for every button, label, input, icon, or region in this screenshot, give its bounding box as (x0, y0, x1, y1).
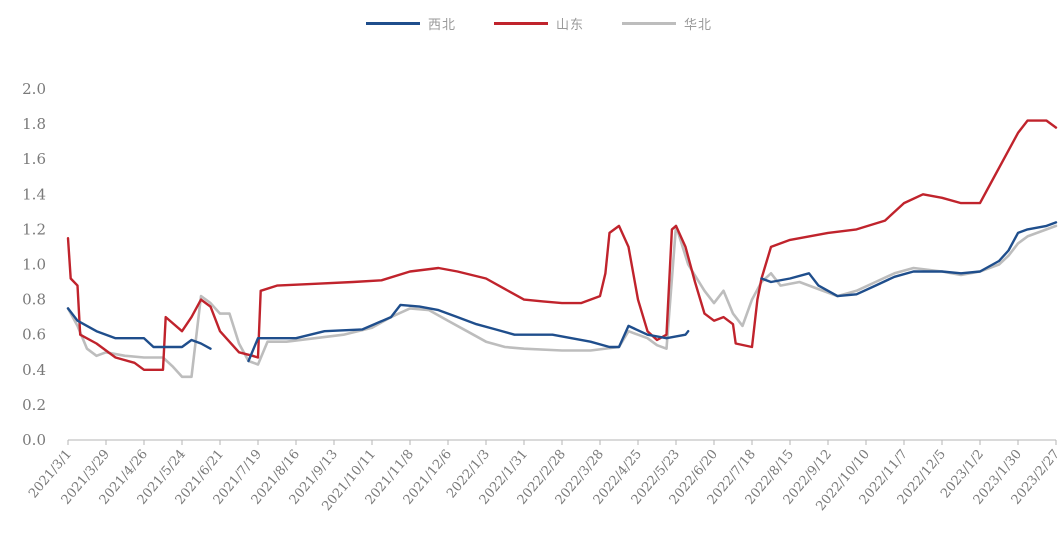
legend-swatch-shandong (494, 21, 548, 25)
y-tick-label: 1.2 (22, 220, 46, 238)
y-tick-label: 1.8 (22, 115, 46, 133)
x-axis: 2021/3/12021/3/292021/4/262021/5/242021/… (26, 439, 1059, 514)
y-tick-label: 2.0 (22, 80, 46, 98)
y-tick-label: 0.8 (22, 291, 46, 309)
series-line-xibei (66, 221, 1058, 363)
series-line-shandong (66, 119, 1058, 371)
y-tick-label: 1.4 (22, 185, 46, 203)
legend-item-xibei: 西北 (366, 8, 456, 38)
y-tick-label: 0.0 (22, 431, 46, 449)
y-tick-label: 0.4 (22, 361, 46, 379)
legend-swatch-huabei (622, 21, 676, 25)
legend-label-shandong: 山东 (556, 17, 585, 33)
y-tick-label: 0.6 (22, 326, 46, 344)
legend-label-huabei: 华北 (684, 17, 713, 33)
legend-label-xibei: 西北 (428, 17, 457, 33)
y-tick-label: 0.2 (22, 396, 46, 414)
y-axis: 0.0 0.2 0.4 0.6 0.8 1.0 1.2 1.4 1.6 1.8 2.0 (22, 80, 46, 449)
chart-legend: 西北 山东 华北 (0, 8, 1059, 38)
legend-swatch-xibei (366, 21, 420, 25)
legend-item-huabei: 华北 (622, 8, 712, 38)
series-line-huabei (66, 224, 1058, 379)
y-tick-label: 1.6 (22, 150, 46, 168)
series-lines (66, 119, 1058, 379)
legend-item-shandong: 山东 (494, 8, 584, 38)
y-tick-label: 1.0 (22, 256, 46, 274)
